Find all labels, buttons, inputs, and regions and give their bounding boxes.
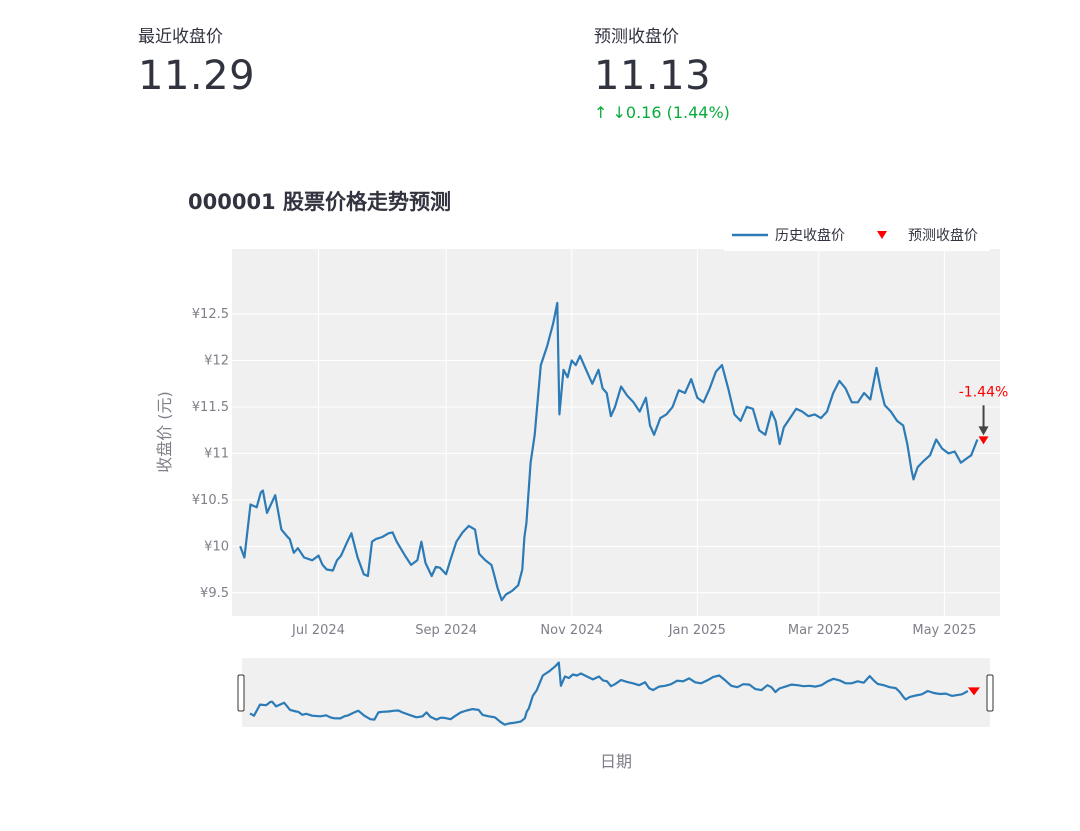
plot-background bbox=[232, 249, 1000, 616]
y-tick-label: ¥10 bbox=[204, 539, 229, 554]
x-tick-label: Mar 2025 bbox=[788, 623, 850, 638]
metric-label: 预测收盘价 bbox=[594, 27, 679, 47]
annotation-label: -1.44% bbox=[959, 384, 1009, 400]
metric-predicted-close: 预测收盘价 11.13 ↑ ↓0.16 (1.44%) bbox=[594, 22, 730, 122]
y-axis-title: 收盘价 (元) bbox=[155, 391, 174, 473]
y-tick-label: ¥11.5 bbox=[192, 400, 229, 415]
chart-title: 000001 股票价格走势预测 bbox=[188, 190, 451, 214]
annotation-arrow-head bbox=[978, 426, 989, 436]
range-slider-background bbox=[242, 658, 990, 727]
range-slider[interactable] bbox=[237, 658, 994, 727]
y-tick-label: ¥12.5 bbox=[192, 307, 229, 322]
legend-prediction-swatch[interactable] bbox=[877, 231, 887, 239]
range-slider-line bbox=[249, 661, 969, 726]
x-tick-label: May 2025 bbox=[912, 623, 976, 638]
legend-history-label[interactable]: 历史收盘价 bbox=[775, 227, 845, 244]
metric-value: 11.13 bbox=[594, 53, 712, 99]
range-slider-right-handle[interactable] bbox=[986, 674, 994, 712]
x-axis-title: 日期 bbox=[600, 752, 632, 771]
range-slider-left-handle[interactable] bbox=[237, 674, 245, 712]
range-slider-prediction-marker bbox=[967, 687, 980, 696]
legend-background bbox=[724, 221, 990, 251]
x-tick-label: Jul 2024 bbox=[291, 623, 345, 638]
y-tick-label: ¥11 bbox=[204, 446, 229, 461]
legend[interactable]: 历史收盘价 预测收盘价 bbox=[724, 221, 990, 251]
y-tick-label: ¥9.5 bbox=[200, 586, 229, 601]
legend-prediction-label[interactable]: 预测收盘价 bbox=[908, 227, 978, 244]
metric-label: 最近收盘价 bbox=[138, 27, 223, 47]
x-tick-label: Sep 2024 bbox=[415, 623, 477, 638]
x-tick-label: Jan 2025 bbox=[668, 623, 726, 638]
plot-area[interactable]: ¥9.5 ¥10 ¥10.5 ¥11 ¥11.5 ¥12 ¥12.5 Jul 2024 Sep … bbox=[192, 249, 1009, 638]
history-price-line[interactable] bbox=[239, 301, 979, 602]
metric-value: 11.29 bbox=[138, 53, 256, 99]
y-tick-label: ¥12 bbox=[204, 353, 229, 368]
x-tick-label: Nov 2024 bbox=[540, 623, 603, 638]
prediction-marker[interactable] bbox=[978, 436, 989, 445]
y-tick-label: ¥10.5 bbox=[192, 493, 229, 508]
metric-last-close: 最近收盘价 11.29 bbox=[138, 22, 255, 99]
metric-delta: ↑ ↓0.16 (1.44%) bbox=[594, 103, 730, 122]
